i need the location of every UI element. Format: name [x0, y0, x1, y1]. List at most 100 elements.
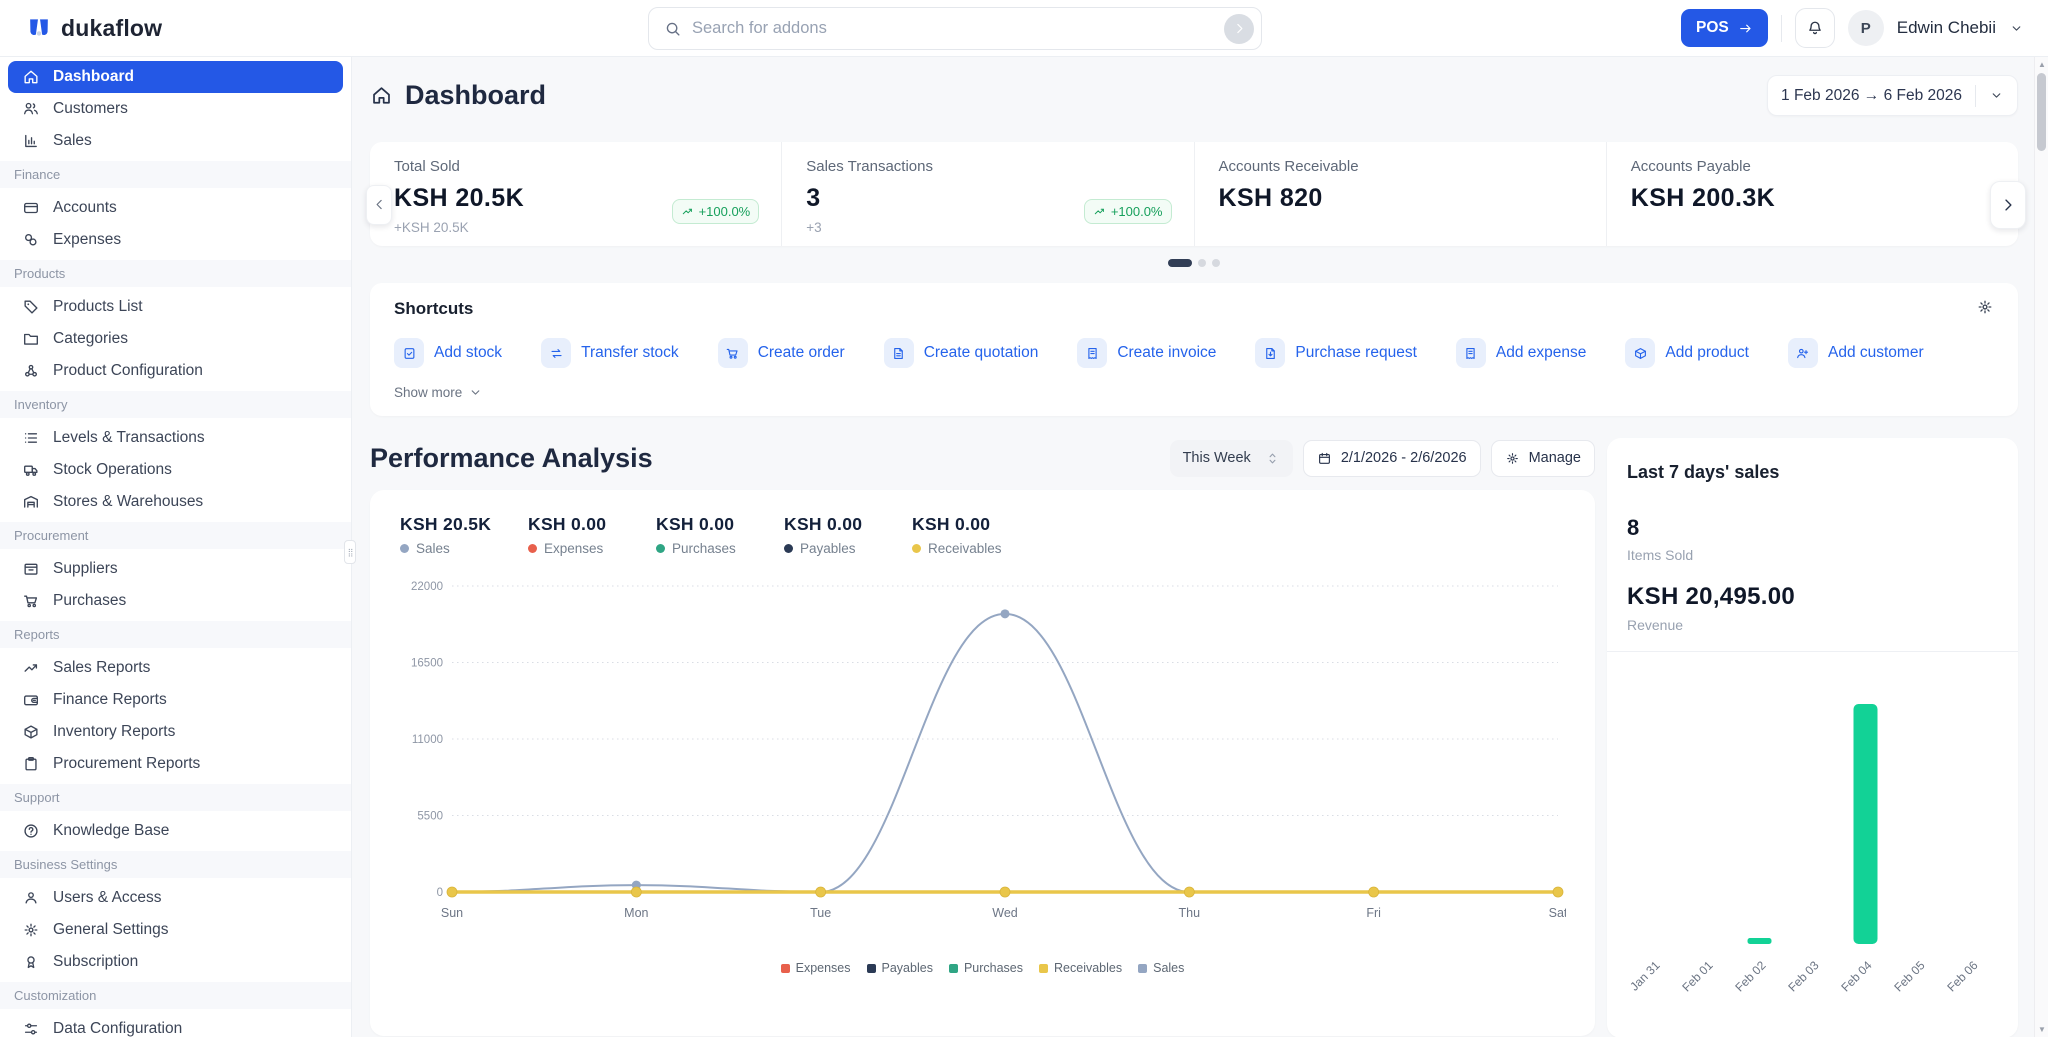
scroll-up-arrow[interactable]: ▲	[2035, 60, 2048, 69]
sales-bar-chart: Jan 31Feb 01Feb 02Feb 03Feb 04Feb 05Feb …	[1607, 652, 2018, 1004]
sidebar-item-data-configuration[interactable]: Data Configuration	[8, 1013, 343, 1037]
chart-date-range-button[interactable]: 2/1/2026 - 2/6/2026	[1303, 440, 1481, 477]
sidebar-item-inventory-reports[interactable]: Inventory Reports	[8, 716, 343, 748]
sidebar-item-accounts[interactable]: Accounts	[8, 192, 343, 224]
receipt-icon	[1085, 346, 1100, 361]
stats-carousel: Total Sold KSH 20.5K +KSH 20.5K +100.0% …	[370, 142, 2018, 267]
sidebar-item-label: Products List	[53, 298, 143, 316]
sidebar-item-label: Dashboard	[53, 68, 134, 86]
sidebar-item-subscription[interactable]: Subscription	[8, 946, 343, 978]
shortcut-icon-box	[1077, 338, 1107, 368]
sliders-icon	[22, 1020, 40, 1037]
chart-legend: Expenses Payables Purchases Receivables …	[400, 961, 1565, 975]
sidebar-item-label: Data Configuration	[53, 1020, 182, 1037]
notifications-button[interactable]	[1795, 8, 1835, 48]
home-icon	[22, 68, 40, 86]
sidebar-item-general-settings[interactable]: General Settings	[8, 914, 343, 946]
carousel-dot-active[interactable]	[1168, 259, 1192, 267]
sidebar-section-finance: Finance	[0, 161, 351, 188]
legend-item-purchases[interactable]: Purchases	[949, 961, 1023, 975]
chevron-down-icon[interactable]	[2009, 21, 2024, 36]
shortcut-add-stock[interactable]: Add stock	[394, 338, 502, 368]
sidebar-item-products-list[interactable]: Products List	[8, 291, 343, 323]
legend-item-receivables[interactable]: Receivables	[1039, 961, 1122, 975]
addon-search	[648, 7, 1262, 50]
search-submit-button[interactable]	[1224, 14, 1254, 44]
sidebar-item-sales-reports[interactable]: Sales Reports	[8, 652, 343, 684]
sidebar-item-stock-operations[interactable]: Stock Operations	[8, 454, 343, 486]
stats-row: Total Sold KSH 20.5K +KSH 20.5K +100.0% …	[370, 142, 2018, 246]
shortcut-transfer-stock[interactable]: Transfer stock	[541, 338, 679, 368]
legend-swatch	[949, 964, 958, 973]
carousel-dot[interactable]	[1198, 259, 1206, 267]
chevron-down-icon	[468, 385, 483, 400]
sidebar-item-expenses[interactable]: Expenses	[8, 224, 343, 256]
wallet-icon	[22, 691, 40, 709]
period-select[interactable]: This Week	[1170, 440, 1293, 477]
shortcut-add-expense[interactable]: Add expense	[1456, 338, 1587, 368]
app-logo[interactable]: dukaflow	[26, 15, 162, 42]
sidebar-item-dashboard[interactable]: Dashboard	[8, 61, 343, 93]
sidebar-item-categories[interactable]: Categories	[8, 323, 343, 355]
shortcut-add-customer[interactable]: Add customer	[1788, 338, 1924, 368]
sidebar-item-suppliers[interactable]: Suppliers	[8, 553, 343, 585]
folder-icon	[22, 330, 40, 348]
shortcut-label: Add customer	[1828, 344, 1924, 362]
sidebar-item-levels-transactions[interactable]: Levels & Transactions	[8, 422, 343, 454]
chart-stat-label: Purchases	[656, 541, 784, 556]
sidebar-item-procurement-reports[interactable]: Procurement Reports	[8, 748, 343, 780]
carousel-next-button[interactable]	[1990, 181, 2026, 229]
stat-title: Total Sold	[394, 158, 757, 175]
card-icon	[22, 199, 40, 217]
sidebar-item-purchases[interactable]: Purchases	[8, 585, 343, 617]
shortcut-purchase-request[interactable]: Purchase request	[1255, 338, 1417, 368]
sidebar-item-label: Users & Access	[53, 889, 162, 907]
legend-item-expenses[interactable]: Expenses	[781, 961, 851, 975]
sidebar-item-customers[interactable]: Customers	[8, 93, 343, 125]
chevron-right-icon	[1999, 196, 2017, 214]
window-scrollbar[interactable]: ▲ ▼	[2034, 57, 2048, 1037]
cart-icon	[725, 346, 740, 361]
period-select-value: This Week	[1183, 450, 1251, 466]
shortcut-create-quotation[interactable]: Create quotation	[884, 338, 1039, 368]
filearrow-icon	[1263, 346, 1278, 361]
date-range-selector[interactable]: 1 Feb 2026 → 6 Feb 2026	[1767, 75, 2018, 116]
shortcut-create-order[interactable]: Create order	[718, 338, 845, 368]
home-icon	[370, 84, 393, 107]
sidebar-item-label: Subscription	[53, 953, 138, 971]
show-more-button[interactable]: Show more	[394, 385, 483, 400]
legend-item-payables[interactable]: Payables	[867, 961, 933, 975]
chart-stat-receivables: KSH 0.00 Receivables	[912, 514, 1040, 556]
performance-column: Performance Analysis This Week 2/1/2026 …	[370, 438, 1595, 1037]
sidebar-item-finance-reports[interactable]: Finance Reports	[8, 684, 343, 716]
manage-button[interactable]: Manage	[1491, 440, 1595, 477]
clipboard-icon	[22, 755, 40, 773]
avatar[interactable]: P	[1848, 10, 1884, 46]
stat-title: Sales Transactions	[806, 158, 1169, 175]
sidebar-item-users-access[interactable]: Users & Access	[8, 882, 343, 914]
sidebar-item-label: Sales Reports	[53, 659, 150, 677]
sidebar-item-label: Expenses	[53, 231, 121, 249]
carousel-prev-button[interactable]	[366, 185, 392, 225]
svg-text:Feb 05: Feb 05	[1891, 958, 1928, 995]
sidebar-item-product-configuration[interactable]: Product Configuration	[8, 355, 343, 387]
search-input[interactable]	[692, 19, 1224, 38]
stat-title: Accounts Payable	[1631, 158, 1994, 175]
legend-item-sales[interactable]: Sales	[1138, 961, 1184, 975]
sidebar-item-sales[interactable]: Sales	[8, 125, 343, 157]
sidebar-item-knowledge-base[interactable]: Knowledge Base	[8, 815, 343, 847]
shortcut-add-product[interactable]: Add product	[1625, 338, 1749, 368]
sidebar-resize-handle[interactable]: ⣿	[344, 540, 356, 564]
shortcuts-settings-button[interactable]	[1974, 297, 1996, 319]
carousel-dot[interactable]	[1212, 259, 1220, 267]
shortcut-label: Add expense	[1496, 344, 1587, 362]
shortcut-label: Transfer stock	[581, 344, 679, 362]
sidebar-item-stores-warehouses[interactable]: Stores & Warehouses	[8, 486, 343, 518]
scrollbar-thumb[interactable]	[2037, 73, 2046, 151]
legend-label: Purchases	[964, 961, 1023, 975]
stat-value: KSH 820	[1219, 184, 1582, 213]
shortcut-icon-box	[1255, 338, 1285, 368]
scroll-down-arrow[interactable]: ▼	[2035, 1025, 2048, 1034]
pos-button[interactable]: POS	[1681, 9, 1768, 47]
shortcut-create-invoice[interactable]: Create invoice	[1077, 338, 1216, 368]
